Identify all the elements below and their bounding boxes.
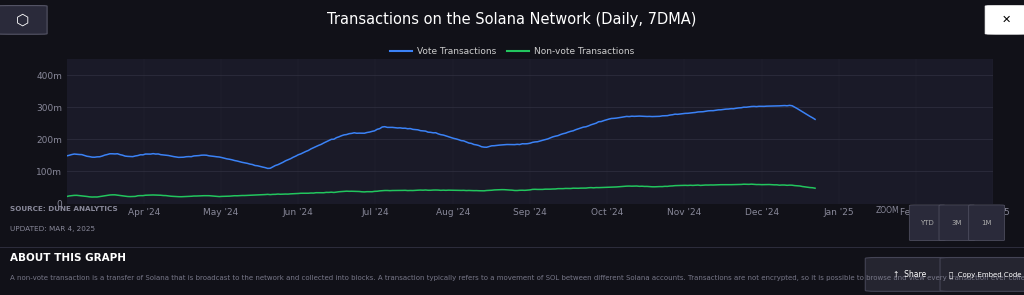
Text: UPDATED: MAR 4, 2025: UPDATED: MAR 4, 2025	[10, 227, 95, 232]
Text: ABOUT THIS GRAPH: ABOUT THIS GRAPH	[10, 253, 126, 263]
Text: SOURCE: DUNE ANALYTICS: SOURCE: DUNE ANALYTICS	[10, 206, 118, 212]
FancyBboxPatch shape	[969, 205, 1005, 241]
FancyBboxPatch shape	[940, 258, 1024, 291]
Text: YTD: YTD	[921, 220, 934, 226]
Text: ⧉  Copy Embed Code: ⧉ Copy Embed Code	[949, 271, 1021, 278]
Text: A non-vote transaction is a transfer of Solana that is broadcast to the network : A non-vote transaction is a transfer of …	[10, 275, 1024, 281]
Text: 1M: 1M	[981, 220, 992, 226]
Text: ↑  Share: ↑ Share	[893, 270, 926, 279]
Text: Transactions on the Solana Network (Daily, 7DMA): Transactions on the Solana Network (Dail…	[328, 12, 696, 27]
Text: ZOOM: ZOOM	[876, 206, 899, 215]
FancyBboxPatch shape	[865, 258, 952, 291]
FancyBboxPatch shape	[939, 205, 975, 241]
FancyBboxPatch shape	[0, 6, 47, 34]
FancyBboxPatch shape	[909, 205, 945, 241]
Text: ✕: ✕	[1001, 15, 1012, 25]
Text: ⬡: ⬡	[15, 12, 30, 27]
Text: 3M: 3M	[951, 220, 963, 226]
Legend: Vote Transactions, Non-vote Transactions: Vote Transactions, Non-vote Transactions	[390, 47, 634, 56]
FancyBboxPatch shape	[985, 6, 1024, 34]
